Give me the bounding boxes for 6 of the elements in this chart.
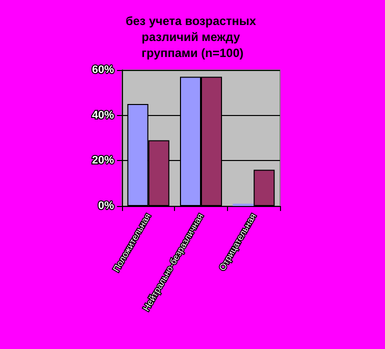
chart-title: без учета возрастных различий между группами (n=100) [126,14,260,60]
y-tick-label: 0% [98,200,114,212]
y-tick-label: 60% [92,64,114,76]
bar [254,170,275,206]
y-tick-label: 40% [92,109,114,122]
y-tick-label: 20% [92,154,114,167]
